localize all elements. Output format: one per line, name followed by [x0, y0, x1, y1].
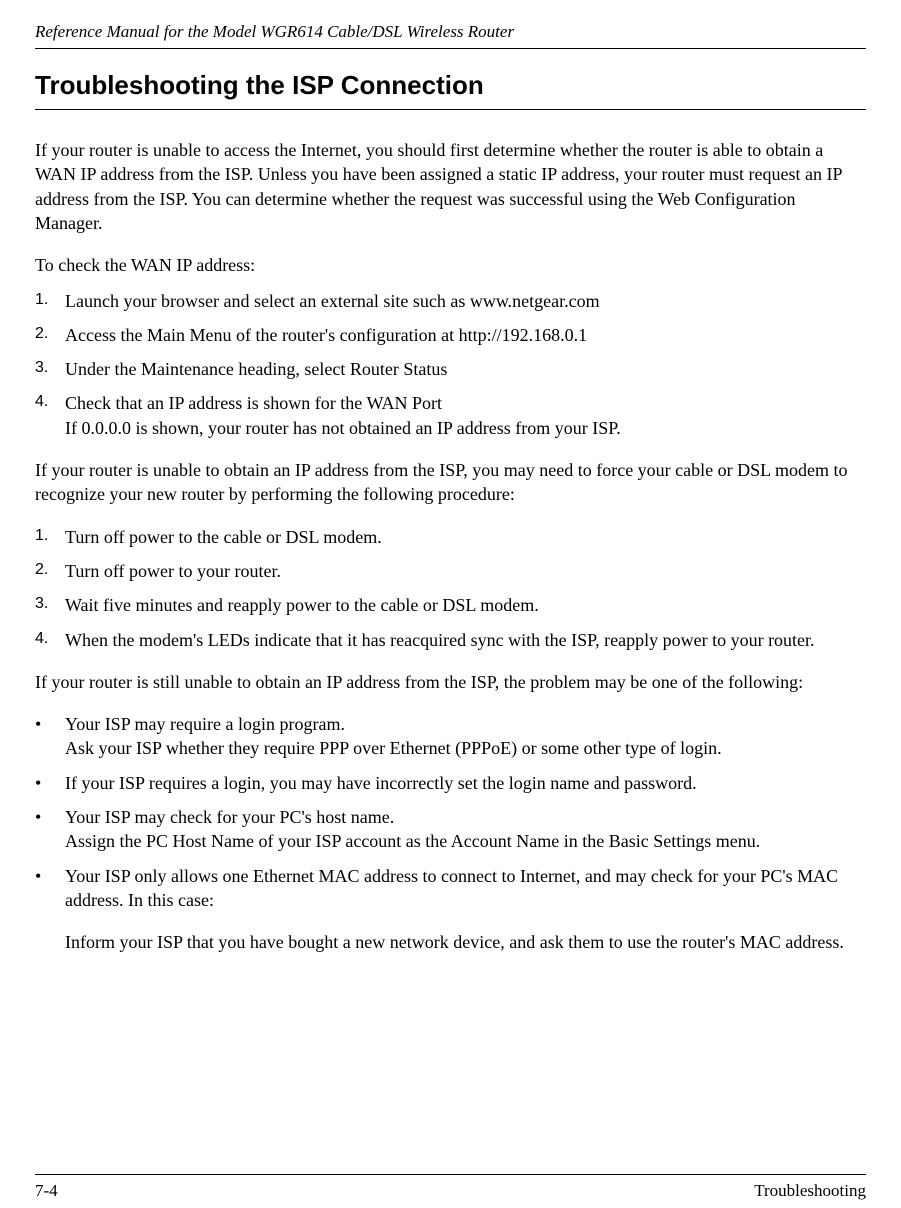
step-text: Turn off power to the cable or DSL modem… [65, 527, 382, 547]
step-text: Turn off power to your router. [65, 561, 281, 581]
list-item: Your ISP may require a login program.Ask… [35, 712, 866, 761]
intro-paragraph: If your router is unable to access the I… [35, 138, 866, 235]
section-rule [35, 109, 866, 110]
step-text: Launch your browser and select an extern… [65, 291, 600, 311]
bullet-text: If your ISP requires a login, you may ha… [65, 773, 697, 793]
sub-paragraph: Inform your ISP that you have bought a n… [35, 930, 866, 954]
list-item: 3.Wait five minutes and reapply power to… [35, 593, 866, 617]
step-text: Access the Main Menu of the router's con… [65, 325, 587, 345]
section-title: Troubleshooting the ISP Connection [35, 67, 866, 103]
page-number: 7-4 [35, 1179, 58, 1203]
list-item: 4.Check that an IP address is shown for … [35, 391, 866, 440]
list-item: Your ISP may check for your PC's host na… [35, 805, 866, 854]
bullet-text: Your ISP may check for your PC's host na… [65, 807, 760, 851]
check-wan-intro: To check the WAN IP address: [35, 253, 866, 278]
header-rule [35, 48, 866, 49]
list-item: 2.Turn off power to your router. [35, 559, 866, 583]
list-item: 4.When the modem's LEDs indicate that it… [35, 628, 866, 652]
still-unable-bullets: Your ISP may require a login program.Ask… [35, 712, 866, 912]
list-item: Your ISP only allows one Ethernet MAC ad… [35, 864, 866, 913]
step-text: When the modem's LEDs indicate that it h… [65, 630, 815, 650]
step-text: Check that an IP address is shown for th… [65, 393, 621, 437]
document-header-title: Reference Manual for the Model WGR614 Ca… [35, 20, 866, 44]
list-item: 1.Launch your browser and select an exte… [35, 289, 866, 313]
step-text: Wait five minutes and reapply power to t… [65, 595, 539, 615]
force-modem-intro: If your router is unable to obtain an IP… [35, 458, 866, 507]
bullet-text: Your ISP only allows one Ethernet MAC ad… [65, 866, 838, 910]
list-item: If your ISP requires a login, you may ha… [35, 771, 866, 795]
bullet-text: Your ISP may require a login program.Ask… [65, 714, 722, 758]
still-unable-intro: If your router is still unable to obtain… [35, 670, 866, 694]
footer-section: Troubleshooting [754, 1179, 866, 1203]
check-wan-steps: 1.Launch your browser and select an exte… [35, 289, 866, 440]
list-item: 1.Turn off power to the cable or DSL mod… [35, 525, 866, 549]
list-item: 2.Access the Main Menu of the router's c… [35, 323, 866, 347]
page-footer: 7-4 Troubleshooting [35, 1174, 866, 1203]
force-modem-steps: 1.Turn off power to the cable or DSL mod… [35, 525, 866, 652]
footer-rule [35, 1174, 866, 1175]
list-item: 3.Under the Maintenance heading, select … [35, 357, 866, 381]
step-text: Under the Maintenance heading, select Ro… [65, 359, 447, 379]
